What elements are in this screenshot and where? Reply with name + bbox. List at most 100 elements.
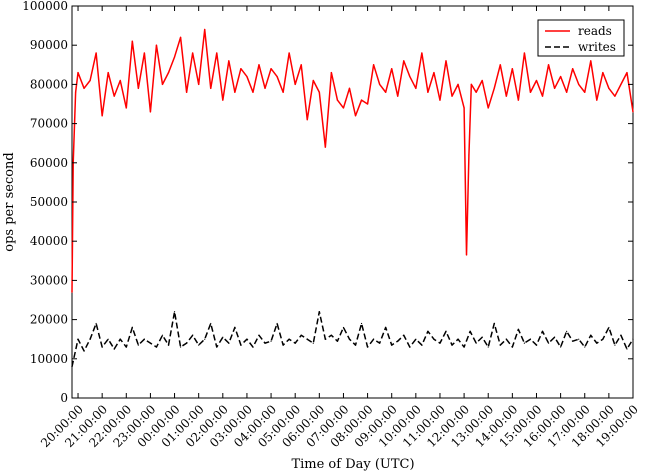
data-point-writes xyxy=(523,342,526,344)
data-point-reads xyxy=(252,91,254,93)
data-point-reads xyxy=(330,72,332,74)
data-point-writes xyxy=(608,326,610,329)
data-point-writes xyxy=(415,338,417,340)
data-point-reads xyxy=(379,83,381,85)
data-point-reads xyxy=(560,75,562,78)
y-tick-label: 60000 xyxy=(30,156,68,170)
data-point-writes xyxy=(541,330,544,332)
data-point-writes xyxy=(421,344,423,346)
y-tick-label: 30000 xyxy=(30,273,68,287)
data-point-reads xyxy=(541,95,544,97)
data-point-writes xyxy=(602,338,604,340)
legend-label-reads: reads xyxy=(578,24,612,38)
data-point-writes xyxy=(83,350,85,352)
data-point-writes xyxy=(101,346,103,348)
data-point-reads xyxy=(75,91,77,93)
data-point-reads xyxy=(626,72,628,74)
data-point-reads xyxy=(523,52,526,54)
data-point-writes xyxy=(566,330,568,332)
data-point-reads xyxy=(258,64,260,66)
data-point-reads xyxy=(131,40,133,42)
data-point-writes xyxy=(155,346,158,348)
data-point-reads xyxy=(553,87,556,89)
data-point-writes xyxy=(258,334,260,336)
data-point-writes xyxy=(234,326,236,329)
y-tick-label: 0 xyxy=(60,391,68,405)
data-point-reads xyxy=(336,99,339,101)
data-point-writes xyxy=(596,342,598,344)
y-tick-label: 50000 xyxy=(30,195,68,209)
data-point-reads xyxy=(499,64,501,66)
data-point-reads xyxy=(186,91,188,93)
data-point-reads xyxy=(421,52,423,54)
y-tick-label: 70000 xyxy=(30,117,68,131)
data-point-writes xyxy=(95,322,97,325)
data-point-writes xyxy=(216,346,218,348)
y-tick-label: 20000 xyxy=(30,313,68,327)
data-point-reads xyxy=(373,64,375,66)
data-point-writes xyxy=(198,344,200,346)
y-axis-label: ops per second xyxy=(2,152,17,251)
data-point-reads xyxy=(294,83,296,85)
data-point-writes xyxy=(119,338,121,340)
data-point-reads xyxy=(155,44,158,46)
data-point-writes xyxy=(161,334,164,336)
x-axis-label: Time of Day (UTC) xyxy=(291,457,414,472)
data-point-writes xyxy=(318,311,320,313)
data-point-writes xyxy=(336,340,339,342)
data-point-writes xyxy=(324,338,326,340)
data-point-writes xyxy=(306,338,308,340)
data-point-reads xyxy=(463,107,465,109)
data-point-reads xyxy=(457,83,459,85)
data-point-reads xyxy=(481,79,483,82)
data-point-writes xyxy=(505,338,507,340)
data-point-writes xyxy=(300,334,302,336)
data-point-reads xyxy=(465,254,468,256)
data-point-writes xyxy=(379,342,381,344)
data-point-writes xyxy=(511,346,513,348)
data-point-writes xyxy=(433,338,435,340)
data-point-writes xyxy=(427,330,429,332)
data-point-reads xyxy=(427,91,429,93)
data-point-writes xyxy=(228,342,230,344)
data-point-reads xyxy=(632,111,634,113)
data-point-writes xyxy=(529,338,532,340)
data-point-reads xyxy=(468,154,470,156)
data-point-writes xyxy=(517,328,519,330)
data-point-writes xyxy=(186,342,188,344)
data-point-reads xyxy=(149,111,152,113)
data-point-reads xyxy=(71,291,73,293)
data-point-writes xyxy=(445,330,447,332)
data-point-writes xyxy=(342,326,345,329)
data-point-reads xyxy=(107,72,109,74)
data-point-reads xyxy=(173,56,176,58)
data-point-writes xyxy=(210,322,212,325)
data-point-reads xyxy=(270,68,272,70)
series-reads xyxy=(71,28,634,293)
data-point-reads xyxy=(415,87,417,89)
data-point-reads xyxy=(161,83,164,85)
data-point-reads xyxy=(366,103,369,105)
data-point-reads xyxy=(439,99,441,101)
y-tick-label: 80000 xyxy=(30,77,68,91)
data-point-reads xyxy=(276,75,278,78)
data-point-reads xyxy=(95,52,97,54)
data-point-reads xyxy=(192,52,194,54)
data-point-reads xyxy=(608,87,610,89)
data-point-reads xyxy=(511,68,513,70)
data-point-reads xyxy=(167,72,170,74)
data-point-reads xyxy=(566,91,568,93)
legend-label-writes: writes xyxy=(578,40,616,54)
data-point-writes xyxy=(149,342,152,344)
data-point-reads xyxy=(547,64,550,66)
data-point-reads xyxy=(125,107,127,109)
data-point-reads xyxy=(360,99,363,101)
series-line-reads xyxy=(71,28,634,293)
data-point-writes xyxy=(71,366,73,368)
data-point-writes xyxy=(481,336,483,338)
data-point-writes xyxy=(276,322,278,325)
data-point-writes xyxy=(294,342,296,344)
data-point-reads xyxy=(614,95,616,97)
data-point-writes xyxy=(143,338,145,340)
data-point-writes xyxy=(222,336,224,338)
